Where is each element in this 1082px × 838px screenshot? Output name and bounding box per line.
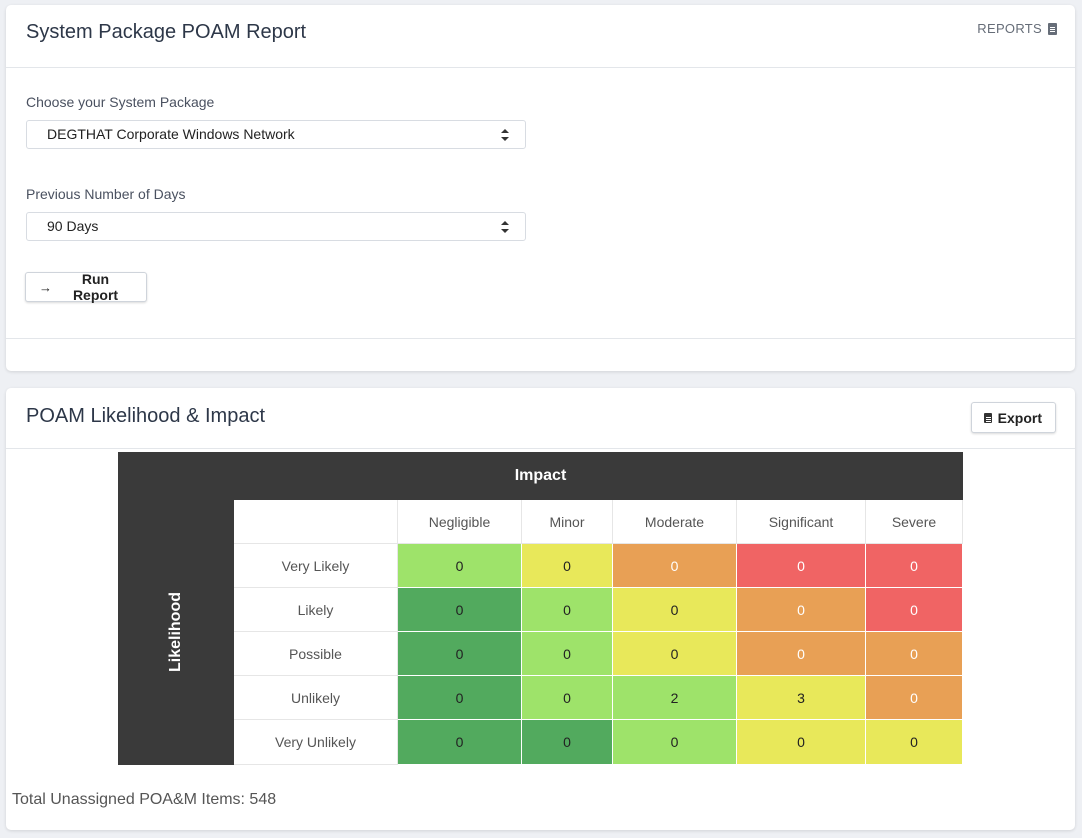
likelihood-row-label: Very Likely [234,544,398,588]
matrix-cell: 0 [398,632,522,676]
impact-column-header: Severe [866,500,963,544]
likelihood-row-label: Likely [234,588,398,632]
matrix-cell: 0 [866,632,963,676]
impact-column-header: Moderate [613,500,737,544]
matrix-title: POAM Likelihood & Impact [26,405,265,427]
days-select[interactable]: 90 Days [26,212,526,241]
select-arrows-icon [501,129,509,141]
matrix-cell: 0 [866,544,963,588]
matrix-cell: 0 [866,676,963,720]
matrix-cell: 2 [613,676,737,720]
matrix-cell: 0 [522,720,613,765]
matrix-cell: 0 [522,632,613,676]
export-label: Export [997,409,1042,426]
likelihood-header: Likelihood [167,592,184,672]
likelihood-impact-card: POAM Likelihood & Impact Export Impact L… [6,388,1075,830]
document-icon [983,412,992,423]
page-title: System Package POAM Report [26,21,307,43]
matrix-card-header: POAM Likelihood & Impact Export [6,388,1075,449]
matrix-cell: 0 [613,632,737,676]
report-parameters-card: System Package POAM Report REPORTS Choos… [6,5,1075,371]
matrix-cell: 0 [522,676,613,720]
days-label: Previous Number of Days [26,186,186,202]
report-card-header: System Package POAM Report REPORTS [6,5,1075,68]
likelihood-row-label: Unlikely [234,676,398,720]
document-icon[interactable] [1048,22,1057,35]
run-report-button[interactable]: → Run Report [25,271,147,303]
matrix-cell: 0 [866,720,963,765]
system-package-value[interactable]: DEGTHAT Corporate Windows Network [47,126,295,142]
matrix-cell: 0 [737,720,866,765]
arrow-right-icon: → [39,279,52,295]
matrix-cell: 0 [613,720,737,765]
matrix-cell: 0 [613,544,737,588]
impact-header: Impact [118,452,963,500]
reports-link-label[interactable]: REPORTS [977,21,1042,36]
matrix-cell: 0 [398,676,522,720]
reports-link[interactable]: REPORTS [977,21,1057,36]
matrix-cell: 0 [613,588,737,632]
matrix-cell: 0 [522,588,613,632]
matrix-cell: 0 [522,544,613,588]
matrix-cell: 0 [398,720,522,765]
impact-column-header: Significant [737,500,866,544]
days-value[interactable]: 90 Days [47,218,99,234]
card-footer-divider [6,338,1075,339]
system-package-label: Choose your System Package [26,94,215,110]
run-report-label: Run Report [72,271,119,303]
total-unassigned-items: Total Unassigned POA&M Items: 548 [12,791,277,808]
matrix-cell: 0 [737,544,866,588]
impact-column-header: Negligible [398,500,522,544]
export-button[interactable]: Export [970,402,1056,433]
impact-column-header: Minor [522,500,613,544]
select-arrows-icon [501,221,509,233]
matrix-cell: 0 [866,588,963,632]
risk-matrix: Impact Likelihood Negligible Minor Moderat… [118,452,963,765]
matrix-cell: 3 [737,676,866,720]
likelihood-header-bar: Likelihood [118,500,234,765]
likelihood-row-label: Possible [234,632,398,676]
likelihood-row-label: Very Unlikely [234,720,398,765]
matrix-cell: 0 [398,588,522,632]
matrix-grid: Negligible Minor Moderate Significant Severe… [234,500,963,765]
system-package-select[interactable]: DEGTHAT Corporate Windows Network [26,120,526,149]
matrix-cell: 0 [737,588,866,632]
matrix-cell: 0 [398,544,522,588]
matrix-cell: 0 [737,632,866,676]
matrix-corner [234,500,398,544]
